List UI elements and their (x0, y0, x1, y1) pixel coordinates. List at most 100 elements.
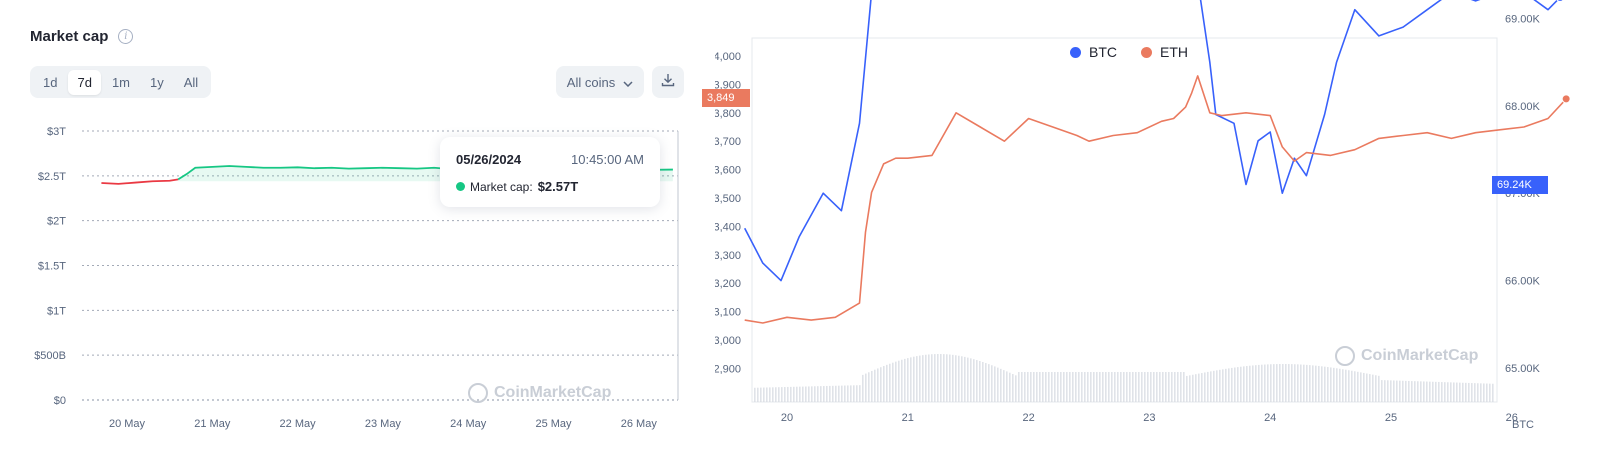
volume-bar (1321, 366, 1323, 402)
right-axis-tick: 69.00K (1505, 13, 1541, 25)
volume-bar (1318, 365, 1320, 402)
volume-bar (1369, 374, 1371, 402)
volume-bar (979, 360, 981, 402)
tooltip-dot-icon (456, 182, 465, 191)
volume-bar (1057, 372, 1059, 402)
eth-price-tag: 3,849 (702, 89, 750, 107)
volume-bar (1027, 372, 1029, 402)
chart-tooltip: 05/26/2024 10:45:00 AM Market cap: $2.57… (440, 137, 660, 207)
volume-bar (1453, 382, 1455, 402)
volume-bar (1354, 371, 1356, 402)
volume-bar (1459, 382, 1461, 402)
volume-bar (892, 362, 894, 402)
volume-bar (910, 357, 912, 402)
range-tab-all[interactable]: All (183, 74, 199, 90)
volume-bar (952, 354, 954, 402)
volume-bar (961, 356, 963, 402)
volume-bar (1210, 371, 1212, 402)
legend-item-btc[interactable]: BTC (1070, 44, 1117, 60)
volume-bar (1150, 372, 1152, 402)
volume-bar (1258, 364, 1260, 402)
legend-label-eth: ETH (1160, 44, 1188, 60)
volume-bar (1456, 382, 1458, 402)
left-axis-tick: 3,600 (715, 165, 741, 177)
volume-bar (832, 385, 834, 402)
range-tab-7d[interactable]: 7d (68, 69, 101, 95)
volume-bar (757, 387, 759, 402)
volume-bar (1360, 372, 1362, 402)
range-tab-1y[interactable]: 1y (150, 74, 164, 90)
market-cap-x-tick: 23 May (365, 418, 402, 430)
price-watermark: CoinMarketCap (1335, 346, 1478, 366)
volume-bar (1330, 367, 1332, 402)
volume-bar (883, 366, 885, 402)
volume-bar (1297, 364, 1299, 402)
volume-bar (970, 358, 972, 402)
download-button[interactable] (652, 66, 684, 98)
volume-bar (1105, 372, 1107, 402)
range-tab-1d[interactable]: 1d (43, 74, 58, 90)
volume-bar (1162, 372, 1164, 402)
market-cap-watermark: CoinMarketCap (468, 383, 611, 403)
volume-bar (1201, 373, 1203, 402)
volume-bar (1015, 375, 1017, 402)
tooltip-time: 10:45:00 AM (571, 152, 644, 167)
left-axis-tick: 3,100 (715, 307, 741, 319)
volume-bar (898, 360, 900, 402)
market-cap-x-tick: 24 May (450, 418, 487, 430)
price-x-tick: 22 (1022, 412, 1034, 424)
volume-bar (931, 354, 933, 402)
market-cap-chart[interactable]: $0 $500B $1T $1.5T $2T $2.5T $3T 20 May 21 May 2… (0, 0, 715, 470)
volume-bar (1288, 364, 1290, 402)
price-comparison-chart[interactable]: 2,900 3,000 3,100 3,200 3,300 3,400 3,500 3,600… (715, 0, 1600, 470)
volume-bar (964, 356, 966, 402)
right-axis-tick: 66.00K (1505, 276, 1541, 288)
legend-item-eth[interactable]: ETH (1141, 44, 1188, 60)
volume-bar (1474, 383, 1476, 402)
tooltip-row: Market cap: $2.57T (456, 179, 578, 194)
volume-bar (1051, 372, 1053, 402)
tooltip-value: $2.57T (537, 179, 579, 194)
volume-bar (805, 386, 807, 402)
volume-bar (880, 367, 882, 402)
volume-bar (886, 364, 888, 402)
volume-bar (865, 373, 867, 402)
volume-bar (1168, 372, 1170, 402)
volume-bar (994, 366, 996, 402)
market-cap-y-tick: $3T (47, 126, 66, 138)
volume-bar (1480, 383, 1482, 402)
range-tab-1m[interactable]: 1m (111, 74, 130, 90)
market-cap-line-down (101, 178, 179, 185)
price-x-tick: 20 (781, 412, 793, 424)
volume-bar (844, 385, 846, 402)
volume-bar (1240, 366, 1242, 402)
volume-bar (919, 355, 921, 402)
volume-bar (1417, 381, 1419, 402)
volume-bar (988, 364, 990, 402)
info-icon[interactable]: i (118, 29, 134, 44)
volume-bar (1465, 382, 1467, 402)
volume-bar (799, 386, 801, 402)
volume-bar (868, 372, 870, 402)
volume-bar (1186, 375, 1188, 402)
volume-bar (1048, 372, 1050, 402)
volume-bar (982, 361, 984, 402)
volume-bar (922, 355, 924, 402)
volume-bar (856, 385, 858, 402)
right-axis-tick: 68.00K (1505, 101, 1541, 113)
volume-bar (1489, 383, 1491, 402)
volume-bar (808, 386, 810, 402)
btc-price-tag: 69.24K (1492, 176, 1548, 194)
volume-bar (1060, 372, 1062, 402)
volume-bar (1312, 365, 1314, 402)
volume-bar (1348, 370, 1350, 402)
volume-bar (913, 356, 915, 402)
volume-bar (1129, 372, 1131, 402)
volume-bar (1411, 381, 1413, 402)
coins-select[interactable]: All coins (556, 66, 644, 98)
volume-bar (1087, 372, 1089, 402)
left-axis-tick: 3,300 (715, 250, 741, 262)
volume-bar (1282, 364, 1284, 402)
volume-bar (934, 354, 936, 402)
left-axis-tick: 3,800 (715, 108, 741, 120)
